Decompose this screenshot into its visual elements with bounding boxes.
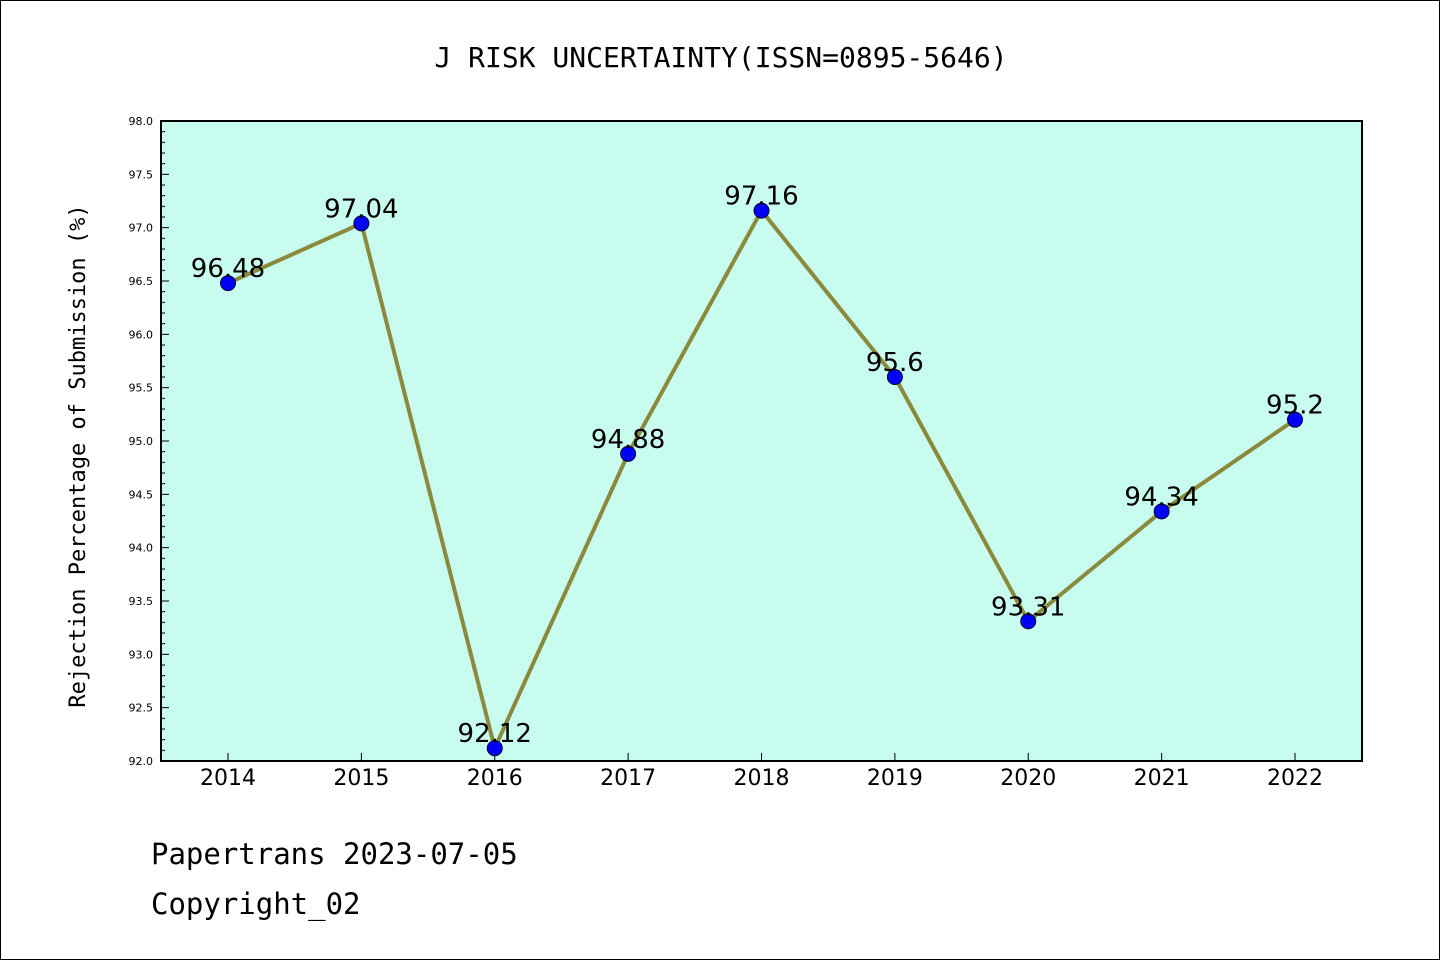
x-tick-label: 2022 <box>1267 766 1323 791</box>
y-tick-label: 97.0 <box>129 222 154 235</box>
data-point <box>353 215 370 232</box>
x-tick-label: 2021 <box>1134 766 1190 791</box>
series-markers <box>220 202 1303 757</box>
data-point <box>1020 613 1037 630</box>
y-axis-label: Rejection Percentage of Submission (%) <box>66 204 91 707</box>
y-tick-label: 93.5 <box>129 595 154 608</box>
y-axis-ticks: 92.0 92.5 93.0 93.5 94.0 94.5 95.0 95.5 96.0 96.5… <box>129 115 169 768</box>
data-label: 97.04 <box>324 194 398 224</box>
x-axis-ticks: 2014 2015 2016 2017 2018 2019 2020 2021 2022 <box>200 753 1323 791</box>
data-labels: 96.48 97.04 92.12 94.88 97.16 95.6 93.31 94.34 9… <box>191 182 1324 750</box>
data-label: 92.12 <box>458 719 532 749</box>
data-point <box>486 740 503 757</box>
y-tick-label: 93.0 <box>129 648 154 661</box>
x-tick-label: 2015 <box>333 766 389 791</box>
y-tick-label: 94.0 <box>129 542 154 555</box>
data-label: 95.2 <box>1266 391 1324 421</box>
y-tick-label: 92.0 <box>129 755 154 768</box>
y-tick-label: 96.5 <box>129 275 154 288</box>
data-point <box>1153 503 1170 520</box>
y-tick-label: 96.0 <box>129 328 154 341</box>
data-point <box>1287 411 1303 428</box>
data-point <box>220 275 236 292</box>
chart-title: J RISK UNCERTAINTY(ISSN=0895-5646) <box>434 41 1007 74</box>
data-label: 95.6 <box>866 348 924 378</box>
x-tick-label: 2017 <box>600 766 656 791</box>
y-tick-label: 95.0 <box>129 435 154 448</box>
data-label: 94.34 <box>1124 482 1198 512</box>
data-point <box>753 202 770 219</box>
data-label: 94.88 <box>591 425 665 455</box>
data-point <box>886 369 903 385</box>
data-label: 93.31 <box>991 592 1065 622</box>
x-tick-label: 2018 <box>734 766 790 791</box>
y-tick-label: 98.0 <box>129 115 154 128</box>
footer-copyright: Copyright_02 <box>151 887 361 921</box>
data-label: 97.16 <box>724 182 798 212</box>
data-label: 96.48 <box>191 254 265 284</box>
x-tick-label: 2019 <box>867 766 923 791</box>
y-tick-label: 94.5 <box>129 488 154 501</box>
footer-date: Papertrans 2023-07-05 <box>151 837 518 871</box>
y-tick-label: 92.5 <box>129 702 154 715</box>
data-point <box>620 445 637 462</box>
x-tick-label: 2020 <box>1000 766 1056 791</box>
y-tick-label: 97.5 <box>129 168 154 181</box>
x-tick-label: 2014 <box>200 766 256 791</box>
x-tick-label: 2016 <box>467 766 523 791</box>
y-tick-label: 95.5 <box>129 382 154 395</box>
